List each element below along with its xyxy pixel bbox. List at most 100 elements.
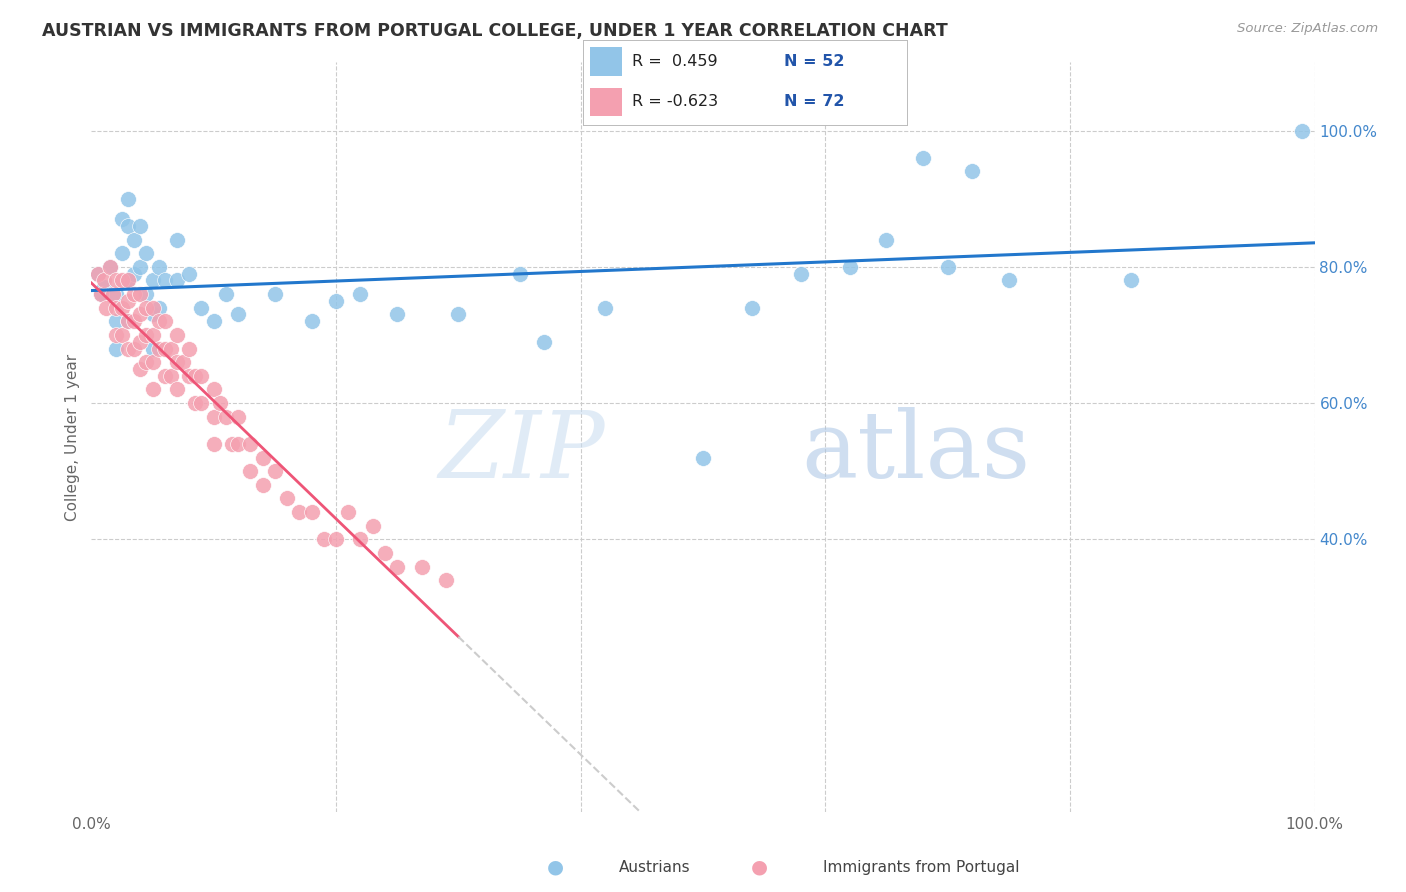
Text: AUSTRIAN VS IMMIGRANTS FROM PORTUGAL COLLEGE, UNDER 1 YEAR CORRELATION CHART: AUSTRIAN VS IMMIGRANTS FROM PORTUGAL COL…	[42, 22, 948, 40]
Point	[122, 287, 145, 301]
Point	[117, 314, 139, 328]
Point	[86, 267, 108, 281]
Point	[129, 308, 152, 322]
Point	[141, 342, 163, 356]
Point	[226, 308, 249, 322]
Point	[93, 273, 115, 287]
Text: R = -0.623: R = -0.623	[633, 94, 718, 109]
Point	[98, 260, 121, 274]
Point	[179, 267, 201, 281]
Point	[184, 396, 207, 410]
Point	[153, 342, 176, 356]
Point	[325, 533, 347, 547]
Point	[252, 450, 274, 465]
Point	[337, 505, 360, 519]
Point	[160, 368, 183, 383]
Point	[179, 342, 201, 356]
Text: Source: ZipAtlas.com: Source: ZipAtlas.com	[1237, 22, 1378, 36]
Point	[288, 505, 311, 519]
Point	[252, 477, 274, 491]
Point	[160, 342, 183, 356]
Point	[179, 368, 201, 383]
Point	[141, 301, 163, 315]
Point	[215, 409, 238, 424]
Point	[190, 396, 212, 410]
Point	[325, 293, 347, 308]
Point	[117, 314, 139, 328]
Point	[117, 273, 139, 287]
Point	[111, 327, 134, 342]
Point	[166, 327, 188, 342]
Point	[117, 192, 139, 206]
Point	[1291, 123, 1313, 137]
Point	[111, 246, 134, 260]
Point	[184, 368, 207, 383]
Y-axis label: College, Under 1 year: College, Under 1 year	[65, 353, 80, 521]
Point	[103, 287, 125, 301]
Point	[434, 573, 457, 587]
Point	[264, 464, 287, 478]
Point	[202, 383, 225, 397]
Point	[104, 314, 127, 328]
Text: atlas: atlas	[801, 407, 1031, 497]
Point	[936, 260, 959, 274]
Point	[111, 301, 134, 315]
Point	[122, 233, 145, 247]
Point	[190, 368, 212, 383]
Point	[790, 267, 813, 281]
Point	[153, 273, 176, 287]
Point	[93, 280, 115, 294]
Point	[411, 559, 433, 574]
Point	[239, 437, 262, 451]
Point	[148, 342, 170, 356]
Point	[349, 287, 371, 301]
Point	[104, 327, 127, 342]
Bar	[591, 47, 623, 76]
Point	[94, 301, 117, 315]
Point	[912, 151, 935, 165]
Point	[104, 287, 127, 301]
Point	[104, 301, 127, 315]
Point	[122, 314, 145, 328]
Text: N = 52: N = 52	[785, 54, 845, 69]
Point	[148, 314, 170, 328]
Point	[221, 437, 243, 451]
Point	[117, 219, 139, 233]
Point	[741, 301, 763, 315]
Point	[104, 342, 127, 356]
Point	[117, 293, 139, 308]
Point	[90, 287, 112, 301]
Point	[838, 260, 860, 274]
Text: Immigrants from Portugal: Immigrants from Portugal	[823, 860, 1019, 874]
Point	[111, 212, 134, 227]
Point	[301, 314, 323, 328]
Text: ●: ●	[547, 857, 564, 877]
Point	[148, 260, 170, 274]
Text: ●: ●	[751, 857, 768, 877]
Point	[385, 308, 409, 322]
Point	[215, 287, 238, 301]
Point	[166, 233, 188, 247]
Point	[385, 559, 409, 574]
Point	[533, 334, 555, 349]
Point	[312, 533, 335, 547]
Point	[875, 233, 898, 247]
Point	[374, 546, 396, 560]
Point	[141, 273, 163, 287]
Point	[129, 219, 152, 233]
Point	[361, 518, 384, 533]
Point	[117, 342, 139, 356]
Point	[117, 273, 139, 287]
Point	[141, 308, 163, 322]
Point	[141, 355, 163, 369]
Text: ZIP: ZIP	[439, 407, 605, 497]
Text: Austrians: Austrians	[619, 860, 690, 874]
Point	[122, 342, 145, 356]
Point	[129, 362, 152, 376]
Point	[86, 267, 108, 281]
Point	[692, 450, 714, 465]
Point	[593, 301, 616, 315]
Point	[226, 437, 249, 451]
Point	[148, 301, 170, 315]
Point	[129, 334, 152, 349]
